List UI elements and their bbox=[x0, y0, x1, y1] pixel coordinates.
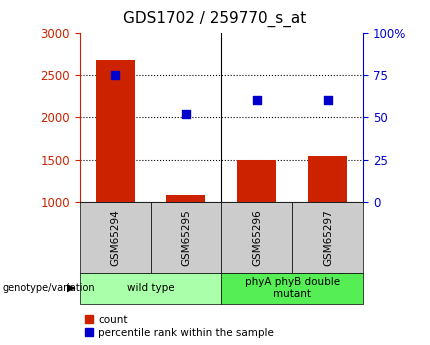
Text: GDS1702 / 259770_s_at: GDS1702 / 259770_s_at bbox=[123, 10, 307, 27]
Bar bbox=[166, 195, 206, 202]
Text: GSM65297: GSM65297 bbox=[323, 209, 333, 266]
Text: phyA phyB double
mutant: phyA phyB double mutant bbox=[245, 277, 340, 299]
Point bbox=[182, 111, 189, 117]
Text: GSM65294: GSM65294 bbox=[110, 209, 120, 266]
Text: genotype/variation: genotype/variation bbox=[2, 283, 95, 293]
Point bbox=[111, 72, 118, 78]
Text: ▶: ▶ bbox=[67, 283, 75, 293]
Legend: count, percentile rank within the sample: count, percentile rank within the sample bbox=[85, 315, 274, 338]
Text: GSM65296: GSM65296 bbox=[252, 209, 262, 266]
Bar bbox=[237, 160, 276, 202]
Point bbox=[324, 98, 331, 103]
Bar bbox=[95, 60, 135, 202]
Text: GSM65295: GSM65295 bbox=[181, 209, 191, 266]
Bar bbox=[308, 156, 347, 202]
Text: wild type: wild type bbox=[127, 283, 174, 293]
Point bbox=[253, 98, 260, 103]
